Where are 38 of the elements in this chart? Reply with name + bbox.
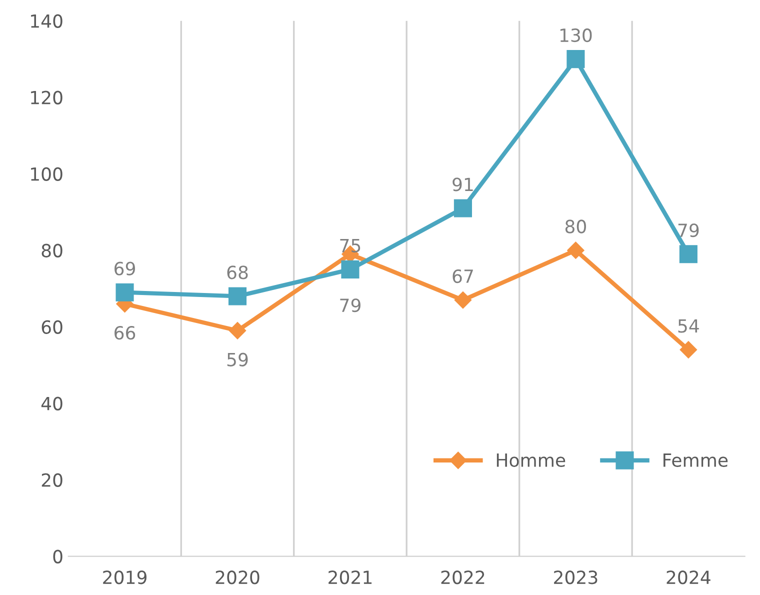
point: [228, 287, 247, 306]
point: [454, 199, 472, 218]
point: [116, 283, 134, 302]
x-tick-label: 2019: [103, 570, 146, 584]
point: [567, 242, 584, 259]
data-label: 69: [114, 262, 135, 276]
legend-label: Homme: [496, 454, 566, 467]
point: [341, 260, 360, 278]
y-tick-label: 120: [31, 90, 62, 104]
data-label: 79: [678, 224, 699, 238]
x-tick-label: 2020: [216, 570, 260, 584]
point: [566, 50, 585, 68]
data-label: 68: [227, 266, 248, 280]
data-label: 75: [340, 239, 360, 252]
legend-label: Femme: [664, 454, 728, 467]
point: [680, 341, 697, 358]
data-label: 54: [678, 319, 699, 333]
x-tick-label: 2023: [554, 570, 598, 584]
data-label: 130: [560, 28, 592, 42]
y-tick-label: 20: [42, 473, 62, 487]
y-tick-label: 60: [42, 320, 62, 334]
y-tick-label: 100: [31, 167, 62, 181]
y-tick-label: 80: [42, 244, 62, 258]
y-tick-label: 140: [31, 14, 62, 28]
data-label: 79: [340, 298, 360, 312]
data-label: 91: [452, 178, 473, 192]
data-label: 59: [227, 352, 248, 366]
x-tick-label: 2021: [328, 570, 372, 584]
point: [228, 322, 246, 340]
y-tick-label: 0: [53, 550, 62, 564]
data-label: 80: [565, 220, 586, 234]
y-tick-label: 40: [41, 396, 62, 410]
point: [679, 245, 698, 264]
x-tick-label: 2022: [441, 570, 484, 584]
data-label: 67: [452, 269, 473, 284]
point: [454, 292, 472, 309]
data-label: 66: [114, 326, 136, 340]
x-tick-label: 2024: [666, 570, 710, 584]
